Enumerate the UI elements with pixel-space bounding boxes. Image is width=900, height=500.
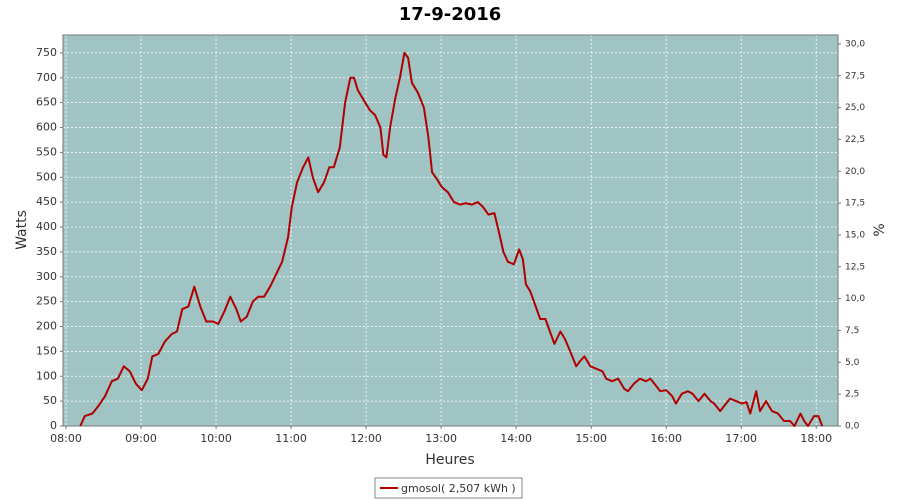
y-tick-label: 700 xyxy=(36,71,57,84)
y-tick-label: 450 xyxy=(36,195,57,208)
y2-tick-label: 12,5 xyxy=(845,262,865,272)
x-tick-label: 17:00 xyxy=(725,432,757,445)
y2-tick-label: 17,5 xyxy=(845,199,865,209)
y2-tick-label: 15,0 xyxy=(845,230,865,240)
y2-tick-label: 20,0 xyxy=(845,167,865,177)
y-tick-label: 150 xyxy=(36,344,57,357)
y2-tick-label: 5,0 xyxy=(845,358,860,368)
y-tick-label: 0 xyxy=(50,419,57,432)
y-tick-label: 650 xyxy=(36,96,57,109)
x-tick-label: 18:00 xyxy=(800,432,832,445)
y-tick-label: 400 xyxy=(36,220,57,233)
y2-tick-label: 0,0 xyxy=(845,422,860,432)
y2-tick-label: 7,5 xyxy=(845,326,859,336)
x-tick-label: 13:00 xyxy=(425,432,457,445)
series-line xyxy=(79,51,824,427)
y-tick-label: 50 xyxy=(43,394,57,407)
chart-title: 17-9-2016 xyxy=(399,4,502,25)
y-tick-label: 250 xyxy=(36,295,57,308)
plot-border xyxy=(62,34,839,427)
legend-label: gmosol( 2,507 kWh ) xyxy=(401,482,516,495)
plot-area xyxy=(63,35,838,426)
y-axis-label: Watts xyxy=(14,210,30,250)
x-tick-label: 15:00 xyxy=(575,432,607,445)
y-tick-label: 550 xyxy=(36,145,57,158)
y2-tick-label: 27,5 xyxy=(845,71,865,81)
y-tick-label: 300 xyxy=(36,270,57,283)
legend-box xyxy=(374,477,523,499)
y-tick-label: 750 xyxy=(36,46,57,59)
y2-tick-label: 10,0 xyxy=(845,294,865,304)
y2-axis-label: % xyxy=(872,223,888,236)
y-tick-label: 200 xyxy=(36,320,57,333)
y2-tick-label: 30,0 xyxy=(845,39,865,49)
x-tick-label: 11:00 xyxy=(275,432,307,445)
y2-tick-label: 22,5 xyxy=(845,135,865,145)
y-tick-label: 500 xyxy=(36,170,57,183)
x-tick-label: 16:00 xyxy=(650,432,682,445)
y-tick-label: 600 xyxy=(36,121,57,134)
x-tick-label: 09:00 xyxy=(125,432,157,445)
y-tick-label: 100 xyxy=(36,369,57,382)
y-tick-label: 350 xyxy=(36,245,57,258)
x-tick-label: 12:00 xyxy=(350,432,382,445)
x-tick-label: 14:00 xyxy=(500,432,532,445)
x-tick-label: 10:00 xyxy=(200,432,232,445)
x-tick-label: 08:00 xyxy=(50,432,82,445)
y2-tick-label: 25,0 xyxy=(845,103,865,113)
y2-tick-label: 2,5 xyxy=(845,390,859,400)
x-axis-label: Heures xyxy=(425,452,474,468)
